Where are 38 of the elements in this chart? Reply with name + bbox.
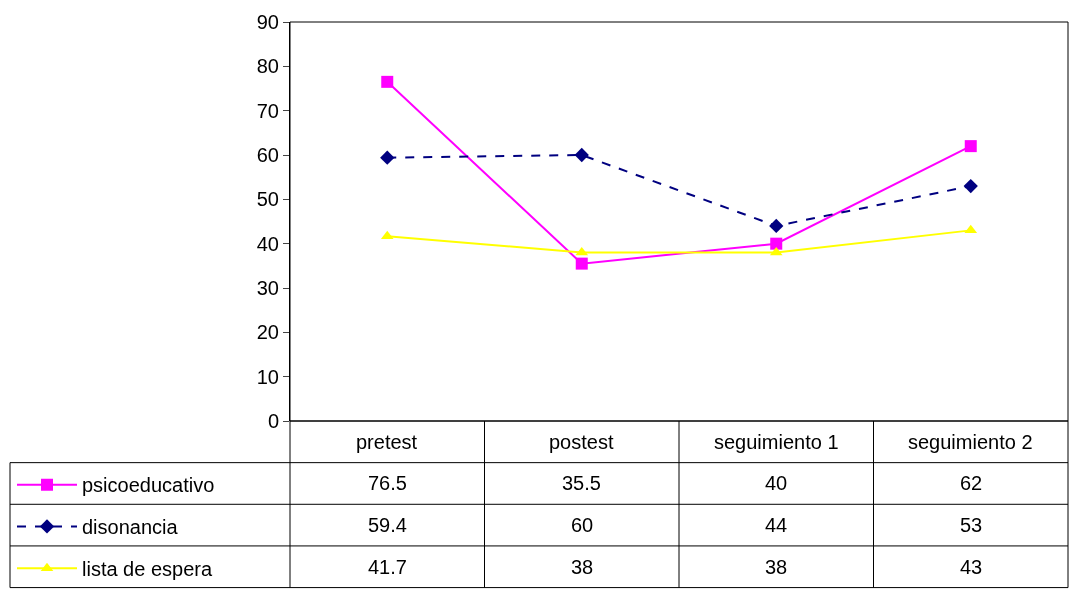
y-tick-label: 60 bbox=[256, 144, 279, 166]
point bbox=[769, 218, 784, 234]
x-tick-label: postest bbox=[549, 431, 614, 453]
y-tick-label: 90 bbox=[256, 11, 279, 33]
data-label: 59.4 bbox=[368, 514, 407, 536]
point bbox=[574, 147, 589, 163]
point bbox=[770, 237, 783, 250]
point bbox=[380, 150, 395, 165]
point bbox=[963, 178, 978, 194]
x-tick-label: seguimiento 1 bbox=[714, 431, 839, 453]
y-tick-label: 80 bbox=[256, 55, 279, 78]
y-tick-label: 10 bbox=[256, 365, 279, 388]
x-tick-label: seguimiento 2 bbox=[908, 431, 1033, 453]
data-label: 40 bbox=[765, 472, 788, 494]
data-label: 44 bbox=[765, 514, 788, 536]
y-tick-label: 50 bbox=[256, 188, 279, 211]
y-tick-label: 40 bbox=[256, 232, 279, 255]
y-tick-label: 0 bbox=[267, 410, 279, 432]
point bbox=[964, 224, 978, 234]
legend-label: psicoeducativo bbox=[82, 474, 215, 497]
data-label: 76.5 bbox=[368, 472, 407, 494]
data-label: 43 bbox=[960, 556, 983, 578]
data-label: 38 bbox=[765, 556, 788, 578]
y-tick-label: 70 bbox=[256, 99, 279, 122]
y-tick-label: 20 bbox=[256, 321, 279, 344]
data-label: 60 bbox=[571, 514, 594, 536]
point bbox=[381, 75, 394, 88]
point bbox=[575, 257, 588, 270]
data-label: 35.5 bbox=[562, 472, 601, 494]
data-label: 38 bbox=[571, 556, 594, 578]
point bbox=[964, 140, 977, 153]
x-tick-label: pretest bbox=[356, 431, 418, 453]
data-label: 62 bbox=[960, 472, 983, 494]
y-tick-label: 30 bbox=[256, 277, 279, 299]
data-label: 53 bbox=[960, 514, 983, 536]
data-label: 41.7 bbox=[368, 556, 407, 578]
legend-label: disonancia bbox=[82, 516, 179, 539]
legend-label: lista de espera bbox=[82, 557, 213, 580]
